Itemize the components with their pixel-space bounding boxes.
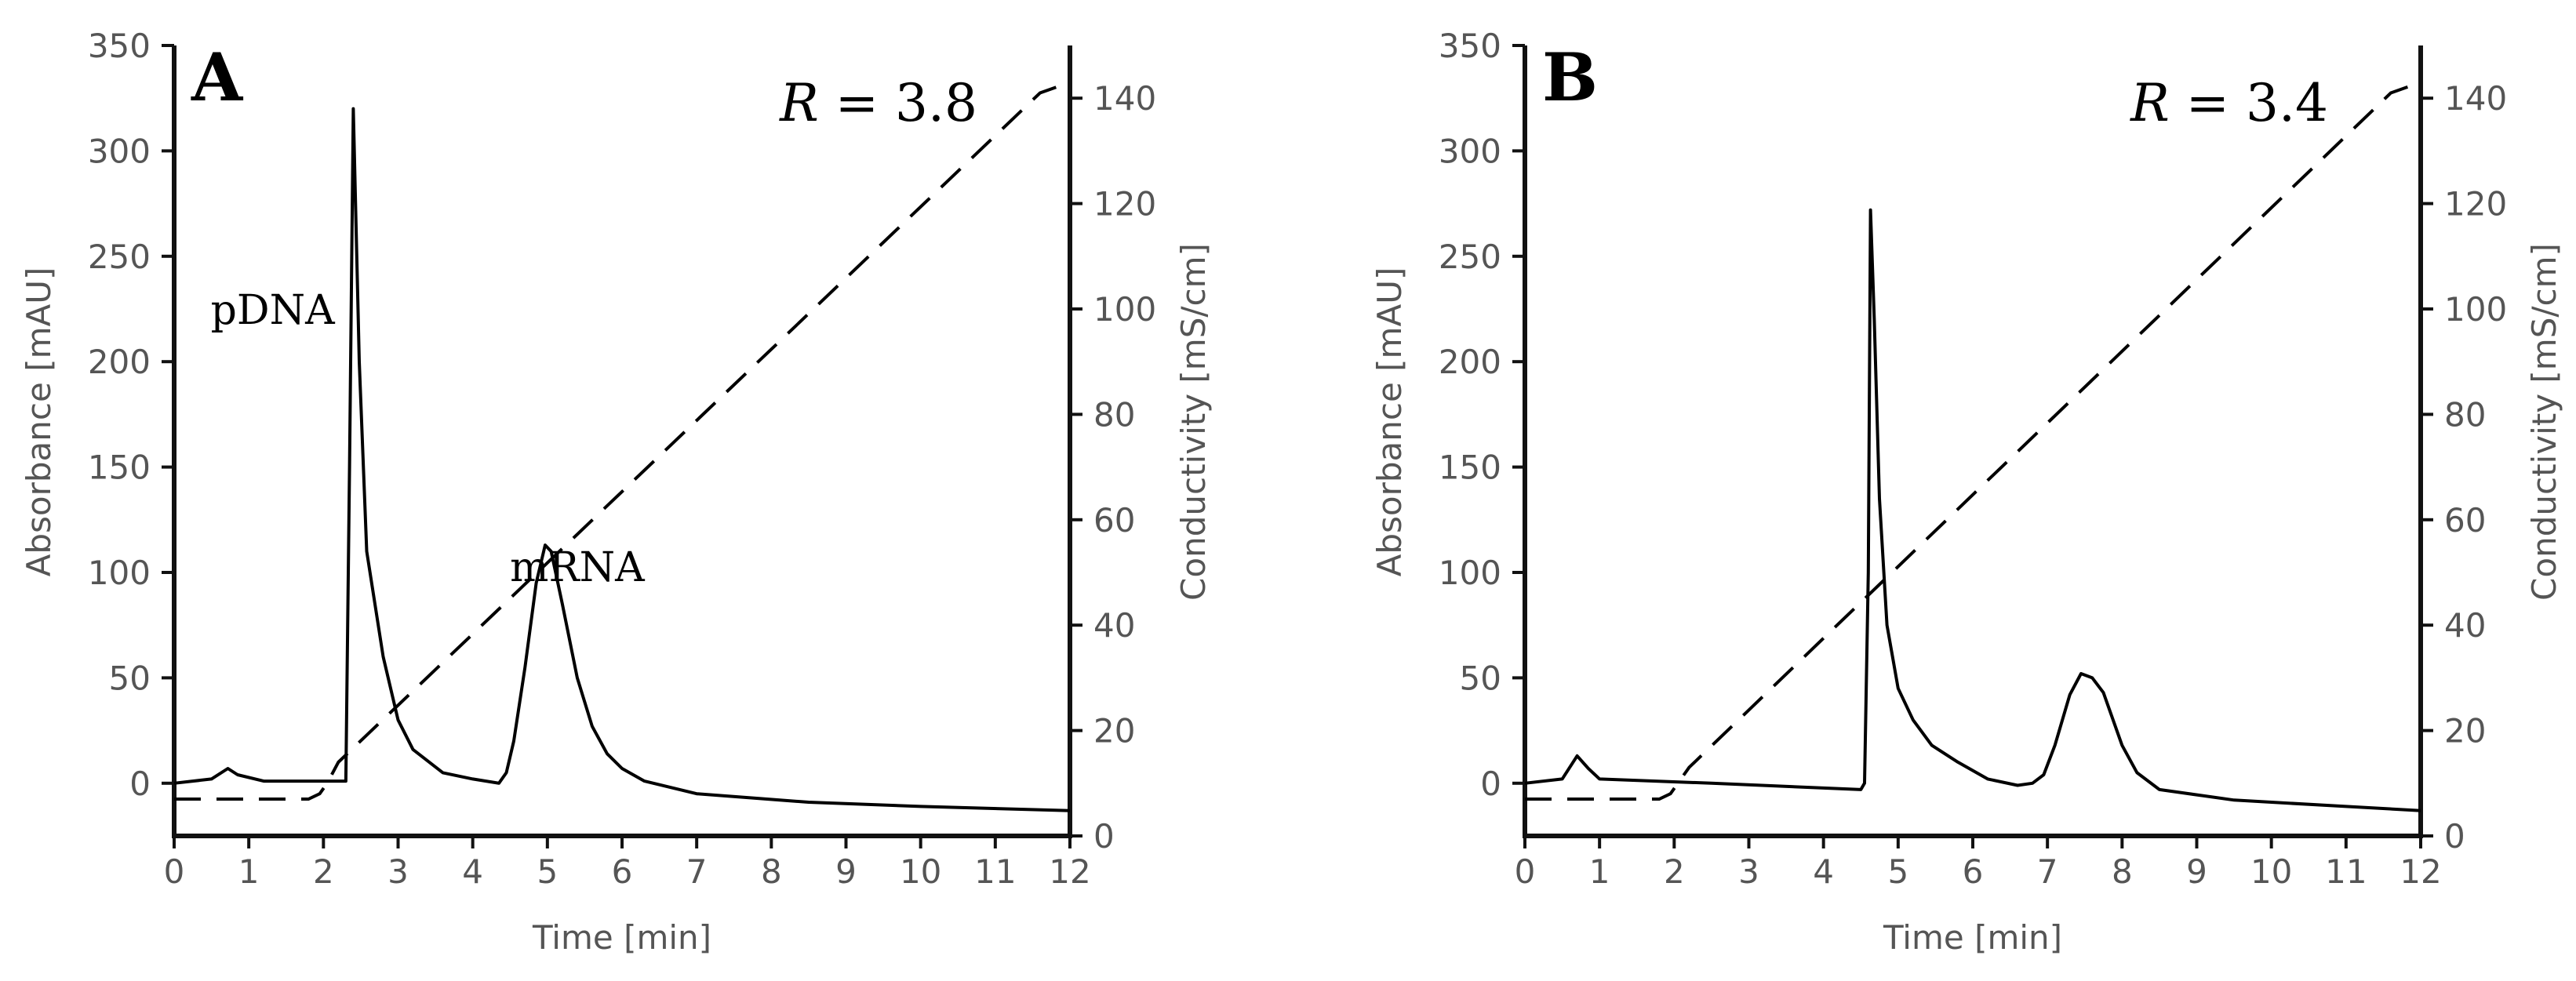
y2-tick-label: 140 — [1093, 79, 1156, 118]
y2-tick-label: 80 — [1093, 395, 1135, 434]
resolution-annotation: R = 3.4 — [2130, 73, 2328, 133]
y-tick-label: 300 — [1439, 132, 1501, 170]
y2-axis-title: Conductivity [mS/cm] — [2525, 243, 2563, 601]
x-tick-label: 0 — [1515, 852, 1536, 891]
y2-tick-label: 80 — [2444, 395, 2486, 434]
y-tick-label: 350 — [1439, 27, 1501, 65]
resolution-annotation: R = 3.8 — [779, 73, 977, 133]
y-tick-label: 100 — [1439, 554, 1501, 592]
x-tick-label: 2 — [313, 852, 334, 891]
y2-tick-label: 100 — [2444, 290, 2507, 329]
x-tick-label: 12 — [2400, 852, 2441, 891]
x-tick-label: 8 — [761, 852, 782, 891]
x-tick-label: 2 — [1664, 852, 1685, 891]
y-tick-label: 150 — [88, 449, 151, 487]
x-tick-label: 7 — [2037, 852, 2058, 891]
x-tick-label: 6 — [1963, 852, 1984, 891]
y-tick-label: 200 — [1439, 343, 1501, 381]
y-tick-label: 50 — [1460, 659, 1501, 697]
y-tick-label: 0 — [1480, 765, 1501, 803]
chart-panel-a: 0 1 2 3 4 5 6 7 8 9 10 11 12050100150200250300350020… — [20, 27, 1213, 957]
x-tick-label: 4 — [1813, 852, 1834, 891]
resolution-symbol: R — [779, 73, 819, 133]
absorbance-series-line — [1524, 208, 2421, 812]
y2-tick-label: 120 — [2444, 185, 2507, 223]
y2-tick-label: 120 — [1093, 185, 1156, 223]
y2-tick-label: 40 — [2444, 606, 2486, 645]
y-axis-title: Absorbance [mAU] — [1370, 267, 1409, 577]
y2-tick-label: 20 — [2444, 712, 2486, 750]
y-tick-label: 250 — [88, 238, 151, 276]
panel-label: A — [191, 38, 244, 116]
x-tick-label: 5 — [537, 852, 558, 891]
y-axis-title: Absorbance [mAU] — [20, 267, 58, 577]
conductivity-series-line — [1525, 81, 2421, 801]
y-tick-label: 50 — [109, 659, 151, 697]
y2-tick-label: 60 — [2444, 501, 2486, 540]
resolution-symbol: R — [2130, 73, 2170, 133]
y-tick-label: 100 — [88, 554, 151, 592]
x-tick-label: 11 — [2325, 852, 2367, 891]
y-tick-label: 0 — [129, 765, 151, 803]
y-tick-label: 200 — [88, 343, 151, 381]
y-tick-label: 150 — [1439, 449, 1501, 487]
x-tick-label: 9 — [2186, 852, 2207, 891]
x-tick-label: 12 — [1049, 852, 1090, 891]
x-tick-label: 10 — [2250, 852, 2292, 891]
y2-tick-label: 140 — [2444, 79, 2507, 118]
y-tick-label: 350 — [88, 27, 151, 65]
x-tick-label: 3 — [387, 852, 409, 891]
conductivity-series-line — [174, 81, 1071, 801]
peak-label-pdna: pDNA — [211, 287, 336, 334]
y2-tick-label: 20 — [1093, 712, 1135, 750]
y2-tick-label: 0 — [1093, 817, 1115, 856]
panel-label: B — [1542, 38, 1598, 116]
y2-axis-title: Conductivity [mS/cm] — [1174, 243, 1213, 601]
x-tick-label: 8 — [2112, 852, 2133, 891]
x-tick-label: 4 — [462, 852, 483, 891]
peak-label-mrna: mRNA — [510, 544, 646, 591]
y-tick-label: 300 — [88, 132, 151, 170]
absorbance-series-line — [173, 107, 1071, 812]
x-tick-label: 10 — [900, 852, 941, 891]
x-tick-label: 11 — [974, 852, 1016, 891]
resolution-value: = 3.8 — [819, 73, 977, 133]
y2-tick-label: 60 — [1093, 501, 1135, 540]
x-tick-label: 5 — [1887, 852, 1908, 891]
x-tick-label: 0 — [164, 852, 185, 891]
x-tick-label: 1 — [238, 852, 260, 891]
y2-tick-label: 40 — [1093, 606, 1135, 645]
resolution-value: = 3.4 — [2170, 73, 2328, 133]
x-tick-label: 6 — [612, 852, 633, 891]
y2-tick-label: 0 — [2444, 817, 2465, 856]
chart-panel-b: 0 1 2 3 4 5 6 7 8 9 10 11 12050100150200250300350020… — [1370, 27, 2563, 957]
y2-tick-label: 100 — [1093, 290, 1156, 329]
x-axis-title: Time [min] — [1883, 918, 2062, 957]
x-tick-label: 7 — [686, 852, 708, 891]
y-tick-label: 250 — [1439, 238, 1501, 276]
x-tick-label: 3 — [1738, 852, 1759, 891]
x-tick-label: 1 — [1589, 852, 1610, 891]
x-axis-title: Time [min] — [532, 918, 711, 957]
x-tick-label: 9 — [835, 852, 857, 891]
